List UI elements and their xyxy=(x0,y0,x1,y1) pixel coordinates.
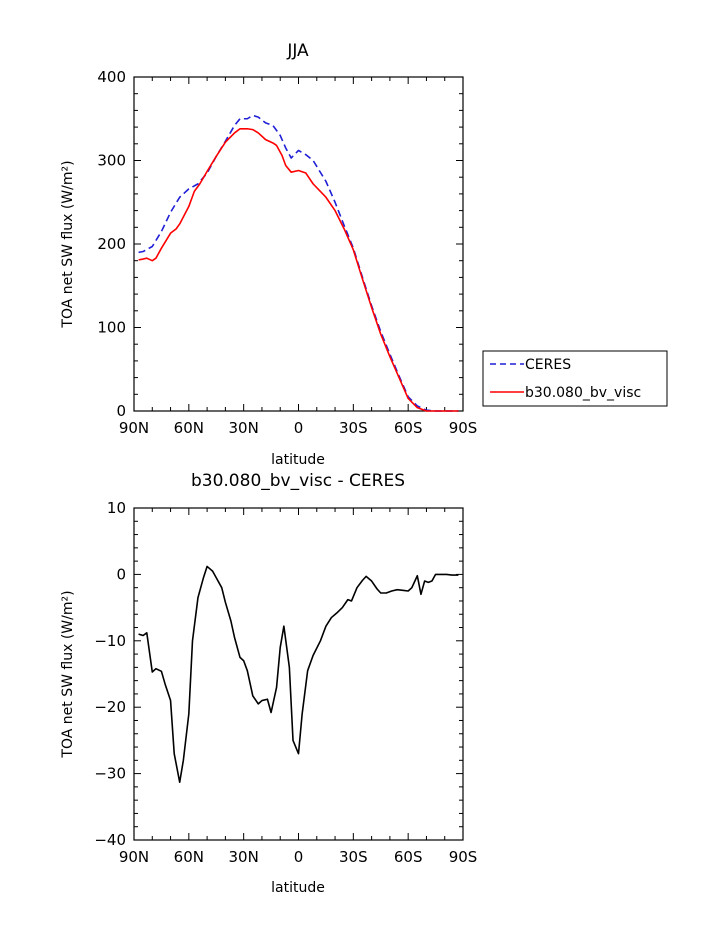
top-plot-frame xyxy=(133,76,464,412)
legend-model-label: b30.080_bv_visc xyxy=(525,385,641,401)
bottom-x-tick-label: 0 xyxy=(294,848,304,866)
top-x-tick-label: 90N xyxy=(119,419,149,437)
top-x-tick-label: 30N xyxy=(229,419,259,437)
top-y-axis-label: TOA net SW flux (W/m²) xyxy=(60,160,76,328)
bottom-y-tick-label: −40 xyxy=(94,831,126,849)
top-y-tick-label: 0 xyxy=(116,402,126,420)
bottom-y-tick-label: 0 xyxy=(116,565,126,583)
top-series-group xyxy=(138,114,459,412)
top-x-tick-label: 60S xyxy=(394,419,423,437)
bottom-y-tick-label: −30 xyxy=(94,765,126,783)
bottom-panel: b30.080_bv_visc - CERES 90N 60N 30N 0 30S 60S… xyxy=(60,471,477,896)
bottom-y-axis-label: TOA net SW flux (W/m²) xyxy=(60,590,76,758)
bottom-x-tick-label: 60S xyxy=(394,848,423,866)
bottom-y-tick-label: −20 xyxy=(94,698,126,716)
bottom-y-tick-label: −10 xyxy=(94,632,126,650)
legend-box xyxy=(482,350,668,407)
top-axis-ticks: 90N 60N 30N 0 30S 60S 90S 0 100 200 300 400 xyxy=(97,68,477,437)
bottom-axis-ticks: 90N 60N 30N 0 30S 60S 90S −40 −30 −20 −10 0 10 xyxy=(94,499,477,866)
bottom-series-line-difference xyxy=(138,565,459,784)
bottom-x-axis-label: latitude xyxy=(271,880,325,896)
bottom-y-axis-label-text: TOA net SW flux (W/m²) xyxy=(60,590,76,758)
top-y-tick-label: 200 xyxy=(97,235,126,253)
bottom-series-group xyxy=(138,565,459,784)
bottom-x-tick-label: 90N xyxy=(119,848,149,866)
legend-ceres-label: CERES xyxy=(525,357,571,373)
bottom-x-tick-label: 90S xyxy=(449,848,478,866)
top-x-tick-label: 0 xyxy=(294,419,304,437)
top-series-line-ceres xyxy=(138,114,459,412)
top-x-tick-label: 90S xyxy=(449,419,478,437)
top-y-tick-label: 400 xyxy=(97,68,126,86)
bottom-x-tick-label: 30S xyxy=(339,848,368,866)
bottom-x-tick-label: 60N xyxy=(174,848,204,866)
bottom-plot-frame xyxy=(133,507,464,841)
top-series-line-b30-080-bv-visc xyxy=(138,127,459,412)
top-y-tick-label: 100 xyxy=(97,319,126,337)
top-x-axis-label: latitude xyxy=(271,452,325,468)
top-panel: JJA 90N 60N 30N 0 30S 60S 90S 0 100 200 300 400 lat… xyxy=(60,41,668,468)
top-x-tick-label: 30S xyxy=(339,419,368,437)
top-y-axis-label-text: TOA net SW flux (W/m²) xyxy=(60,160,76,328)
top-x-tick-label: 60N xyxy=(174,419,204,437)
top-y-tick-label: 300 xyxy=(97,152,126,170)
top-chart-title: JJA xyxy=(286,41,309,61)
bottom-x-tick-label: 30N xyxy=(229,848,259,866)
legend: CERES b30.080_bv_visc xyxy=(482,350,668,407)
bottom-chart-title: b30.080_bv_visc - CERES xyxy=(191,471,405,491)
bottom-y-tick-label: 10 xyxy=(107,499,126,517)
